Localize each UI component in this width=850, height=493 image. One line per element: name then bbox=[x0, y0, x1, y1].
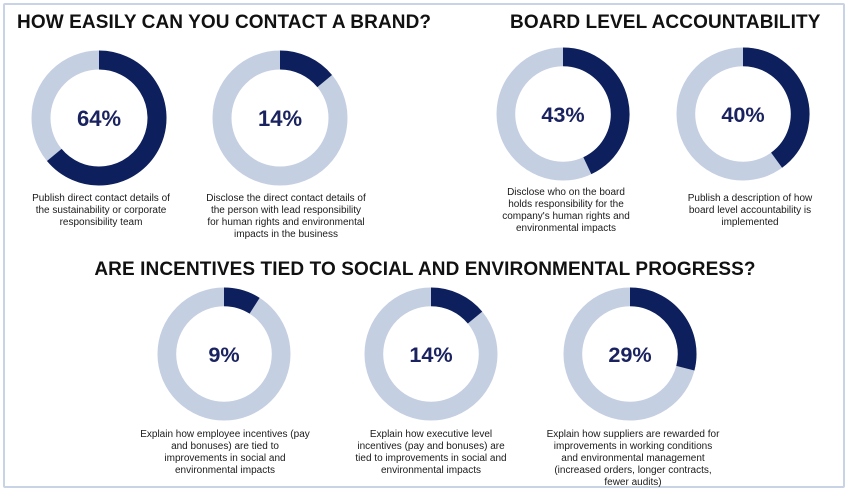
donut-value-arc bbox=[742, 47, 810, 168]
donut-supplier-rewards-chart: 29% bbox=[563, 287, 697, 421]
incentives-heading: ARE INCENTIVES TIED TO SOCIAL AND ENVIRO… bbox=[94, 259, 756, 280]
donut-value-arc bbox=[562, 47, 630, 175]
donut-board-responsibility: 43% bbox=[496, 47, 630, 181]
caption-contact-team: Publish direct contact details of the su… bbox=[32, 193, 170, 228]
donut-percent-label: 43% bbox=[541, 102, 584, 127]
donut-track bbox=[364, 287, 498, 421]
donut-value-arc bbox=[629, 287, 697, 371]
donut-executive-incentives: 14% bbox=[364, 287, 498, 421]
donut-percent-label: 14% bbox=[258, 106, 302, 131]
donut-employee-incentives: 9% bbox=[157, 287, 291, 421]
donut-percent-label: 14% bbox=[409, 342, 452, 367]
donut-contact-team: 64% bbox=[31, 50, 167, 186]
contact-heading: HOW EASILY CAN YOU CONTACT A BRAND? bbox=[17, 12, 432, 33]
donut-value-arc bbox=[430, 287, 483, 324]
caption-executive-incentives: Explain how executive level incentives (… bbox=[355, 429, 507, 476]
donut-contact-team-chart: 64% bbox=[31, 50, 167, 186]
donut-percent-label: 64% bbox=[77, 106, 121, 131]
donut-percent-label: 40% bbox=[721, 102, 764, 127]
donut-board-responsibility-chart: 43% bbox=[496, 47, 630, 181]
donut-value-arc bbox=[47, 50, 167, 186]
donut-employee-incentives-chart: 9% bbox=[157, 287, 291, 421]
caption-employee-incentives: Explain how employee incentives (pay and… bbox=[140, 429, 310, 476]
board-heading: BOARD LEVEL ACCOUNTABILITY bbox=[510, 12, 821, 33]
infographic-frame bbox=[3, 3, 845, 488]
donut-percent-label: 29% bbox=[608, 342, 651, 367]
caption-board-responsibility: Disclose who on the board holds responsi… bbox=[502, 187, 630, 234]
donut-percent-label: 9% bbox=[208, 342, 239, 367]
donut-value-arc bbox=[279, 50, 333, 88]
caption-supplier-rewards: Explain how suppliers are rewarded for i… bbox=[546, 429, 720, 488]
donut-value-arc bbox=[223, 287, 260, 314]
caption-lead-contact: Disclose the direct contact details of t… bbox=[206, 193, 366, 240]
donut-lead-contact-chart: 14% bbox=[212, 50, 348, 186]
donut-board-accountability: 40% bbox=[676, 47, 810, 181]
caption-board-accountability: Publish a description of how board level… bbox=[687, 193, 813, 228]
donut-supplier-rewards: 29% bbox=[563, 287, 697, 421]
donut-board-accountability-chart: 40% bbox=[676, 47, 810, 181]
donut-lead-contact: 14% bbox=[212, 50, 348, 186]
donut-executive-incentives-chart: 14% bbox=[364, 287, 498, 421]
